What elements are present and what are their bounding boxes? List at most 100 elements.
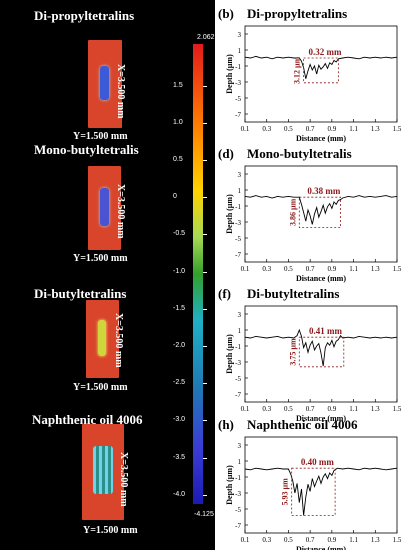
wear-scar-e	[98, 320, 106, 356]
y-tick-label: -3	[235, 490, 241, 498]
y-tick-label: -5	[235, 375, 241, 383]
y-axis-label: Depth (µm)	[225, 54, 234, 94]
panel-label-e: (e)	[1, 286, 16, 301]
x-tick-label: 1.3	[371, 125, 380, 133]
y-tick-label: -1	[235, 474, 241, 482]
scar-width-label: 0.32 mm	[309, 47, 342, 57]
sample-image-e	[86, 300, 119, 378]
image-title-c: Mono-butyltetralis	[34, 142, 139, 157]
x-tick-label: 1.3	[371, 536, 380, 544]
x-axis-label: Distance (mm)	[296, 134, 346, 143]
x-tick-label: 0.1	[241, 536, 250, 544]
image-title-a: Di-propyltetralins	[34, 8, 135, 23]
plot-frame	[244, 436, 398, 534]
scar-depth-label: 3.75 µm	[288, 338, 297, 366]
plot-frame	[244, 305, 398, 403]
depth-profile-line	[244, 328, 398, 367]
panel-label: (h)	[218, 417, 234, 432]
depth-profile-line	[244, 195, 398, 225]
y-tick-label: 3	[238, 171, 242, 179]
colorbar-tick	[203, 271, 207, 273]
chart-title: Mono-butyltetralis	[247, 146, 352, 161]
panel-label-c: (c)	[1, 142, 16, 157]
x-tick-label: 1.1	[349, 536, 358, 544]
y-tick-label: 1	[238, 47, 242, 55]
colorbar-tick	[203, 122, 207, 124]
scar-depth-label: 3.86 µm	[288, 198, 297, 226]
panel-label-a: (a)	[1, 8, 17, 23]
colorbar-tick-label: -1.5	[173, 304, 186, 312]
colorbar-tick-label: -2.5	[173, 379, 186, 387]
x-tick-label: 0.5	[284, 536, 293, 544]
colorbar-tick-label: -4.0	[173, 490, 186, 498]
image-title-g: Naphthenic oil 4006	[32, 412, 143, 427]
x-tick-label: 1.3	[371, 405, 380, 413]
x-tick-label: 0.5	[284, 405, 293, 413]
colorbar-tick-label: -2.0	[173, 342, 186, 349]
y-dimension-c: Y=1.500 mm	[73, 253, 128, 264]
y-axis-label: Depth (µm)	[225, 194, 234, 234]
x-tick-label: 0.9	[327, 125, 336, 133]
x-tick-label: 0.9	[327, 536, 336, 544]
colorbar-tick-label: -3.0	[173, 416, 186, 424]
y-dimension-a: Y=1.500 mm	[73, 131, 128, 142]
x-tick-label: 1.5	[393, 265, 402, 273]
scar-depth-label: 5.93 µm	[281, 478, 290, 506]
x-tick-label: 0.5	[284, 265, 293, 273]
y-axis-label: Depth (µm)	[225, 465, 234, 505]
y-tick-label: -5	[235, 506, 241, 514]
image-title-e: Di-butyltetralins	[34, 286, 127, 301]
scar-annotation-box	[291, 467, 336, 516]
x-tick-label: 0.3	[262, 405, 271, 413]
colorbar-tick	[203, 160, 207, 162]
colorbar-min-label: -4.125 µm	[194, 511, 226, 518]
y-tick-label: -5	[235, 95, 241, 103]
y-dimension-e: Y=1.500 mm	[73, 382, 128, 393]
plot-frame	[244, 165, 398, 263]
colorbar	[193, 44, 203, 504]
y-tick-label: -7	[235, 251, 241, 259]
y-tick-label: -3	[235, 359, 241, 367]
colorbar-tick	[203, 346, 207, 347]
scar-depth-label: 3.12 µm	[293, 56, 302, 84]
panel-label-g: (g)	[1, 412, 17, 427]
colorbar-tick-label: -1.0	[173, 267, 186, 275]
y-tick-label: -3	[235, 79, 241, 87]
x-tick-label: 0.1	[241, 125, 250, 133]
x-tick-label: 0.3	[262, 536, 271, 544]
y-tick-label: -3	[235, 219, 241, 227]
y-tick-label: 3	[238, 442, 242, 450]
x-tick-label: 0.7	[306, 125, 315, 133]
wear-scar-c	[100, 188, 109, 226]
surface-image-column: 2.062 µm -4.125 µm 1.5 1.0 0.5 0 -0.5 -1.0 -1.…	[0, 0, 215, 550]
colorbar-tick-label: 0	[173, 193, 177, 201]
x-tick-label: 0.9	[327, 405, 336, 413]
colorbar-tick-label: -0.5	[173, 230, 186, 238]
y-tick-label: 1	[238, 458, 242, 466]
scar-annotation-box	[298, 196, 341, 228]
y-tick-label: -1	[235, 343, 241, 351]
colorbar-tick	[203, 234, 207, 236]
scar-width-label: 0.40 mm	[301, 457, 334, 467]
x-tick-label: 0.7	[306, 405, 315, 413]
sample-image-g	[82, 424, 124, 520]
depth-profile-line	[244, 467, 398, 516]
x-tick-label: 1.5	[393, 125, 402, 133]
x-axis-label: Distance (mm)	[296, 414, 346, 423]
colorbar-tick	[203, 383, 207, 385]
y-dimension-g: Y=1.500 mm	[83, 525, 138, 536]
wear-scar-g	[93, 446, 113, 494]
x-tick-label: 0.7	[306, 536, 315, 544]
x-tick-label: 1.1	[349, 265, 358, 273]
x-tick-label: 0.1	[241, 405, 250, 413]
x-axis-label: Distance (mm)	[296, 545, 346, 550]
x-tick-label: 0.7	[306, 265, 315, 273]
y-tick-label: 3	[238, 31, 242, 39]
colorbar-tick	[203, 197, 207, 199]
y-tick-label: 3	[238, 311, 242, 319]
scar-width-label: 0.41 mm	[309, 326, 342, 336]
colorbar-tick	[203, 494, 207, 496]
colorbar-tick-label: 1.5	[173, 81, 183, 89]
x-tick-label: 1.5	[393, 536, 402, 544]
colorbar-tick	[203, 420, 207, 422]
